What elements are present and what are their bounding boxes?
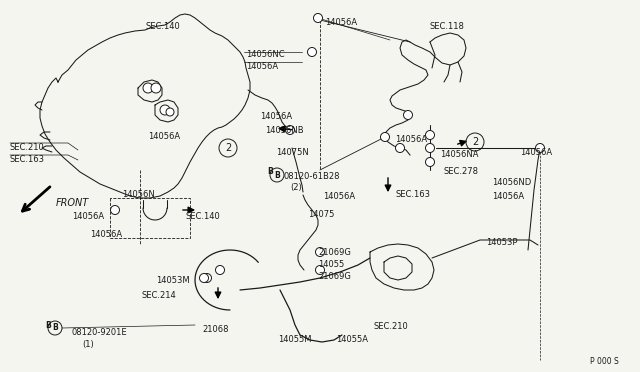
Text: 14055A: 14055A xyxy=(336,335,368,344)
Text: 14053M: 14053M xyxy=(156,276,189,285)
Text: (1): (1) xyxy=(82,340,93,349)
Text: 14075: 14075 xyxy=(308,210,334,219)
Circle shape xyxy=(316,247,324,257)
Text: FRONT: FRONT xyxy=(56,198,89,208)
Circle shape xyxy=(403,110,413,119)
Circle shape xyxy=(307,48,317,57)
Circle shape xyxy=(200,273,209,282)
Circle shape xyxy=(536,144,545,153)
Text: B: B xyxy=(274,170,280,180)
Text: 14075N: 14075N xyxy=(276,148,308,157)
Circle shape xyxy=(285,125,294,135)
Circle shape xyxy=(111,205,120,215)
Text: 2: 2 xyxy=(472,137,478,147)
Text: SEC.214: SEC.214 xyxy=(142,291,177,300)
Text: P 000 S: P 000 S xyxy=(590,357,619,366)
Text: 21069G: 21069G xyxy=(318,248,351,257)
Text: 14056NC: 14056NC xyxy=(246,50,285,59)
Text: 14056A: 14056A xyxy=(260,112,292,121)
Circle shape xyxy=(166,108,174,116)
Circle shape xyxy=(381,132,390,141)
Circle shape xyxy=(216,266,225,275)
Text: 14053P: 14053P xyxy=(486,238,518,247)
Text: SEC.210: SEC.210 xyxy=(10,143,45,152)
Text: 21068: 21068 xyxy=(202,325,228,334)
Text: 14056A: 14056A xyxy=(72,212,104,221)
Circle shape xyxy=(426,157,435,167)
Text: 2: 2 xyxy=(225,143,231,153)
Circle shape xyxy=(160,105,170,115)
Circle shape xyxy=(143,83,153,93)
Circle shape xyxy=(151,83,161,93)
Circle shape xyxy=(426,131,435,140)
Circle shape xyxy=(314,13,323,22)
Text: 21069G: 21069G xyxy=(318,272,351,281)
Text: SEC.140: SEC.140 xyxy=(185,212,220,221)
Text: 14056A: 14056A xyxy=(90,230,122,239)
Text: 14056ND: 14056ND xyxy=(492,178,531,187)
Text: SEC.278: SEC.278 xyxy=(443,167,478,176)
Text: 08120-61B28: 08120-61B28 xyxy=(284,172,340,181)
Text: 14056A: 14056A xyxy=(492,192,524,201)
Text: 08120-9201E: 08120-9201E xyxy=(72,328,127,337)
Text: 14056NB: 14056NB xyxy=(265,126,303,135)
Circle shape xyxy=(396,144,404,153)
Text: 14056A: 14056A xyxy=(325,18,357,27)
Text: 14055: 14055 xyxy=(318,260,344,269)
Text: 14056A: 14056A xyxy=(323,192,355,201)
Text: B: B xyxy=(45,321,51,330)
Text: 14056NA: 14056NA xyxy=(440,150,479,159)
Circle shape xyxy=(426,144,435,153)
Text: 14056A: 14056A xyxy=(246,62,278,71)
Text: 14055M: 14055M xyxy=(278,335,312,344)
Text: 14056N: 14056N xyxy=(122,190,155,199)
Text: (2): (2) xyxy=(290,183,301,192)
Text: SEC.163: SEC.163 xyxy=(395,190,430,199)
Text: B: B xyxy=(267,167,273,176)
Text: SEC.210: SEC.210 xyxy=(374,322,409,331)
Text: 14056A: 14056A xyxy=(520,148,552,157)
Text: SEC.163: SEC.163 xyxy=(10,155,45,164)
Text: 14056A: 14056A xyxy=(395,135,427,144)
Text: SEC.118: SEC.118 xyxy=(430,22,465,31)
Text: B: B xyxy=(52,324,58,333)
Text: 14056A: 14056A xyxy=(148,132,180,141)
Circle shape xyxy=(202,273,211,282)
Circle shape xyxy=(316,266,324,275)
Text: SEC.140: SEC.140 xyxy=(146,22,180,31)
